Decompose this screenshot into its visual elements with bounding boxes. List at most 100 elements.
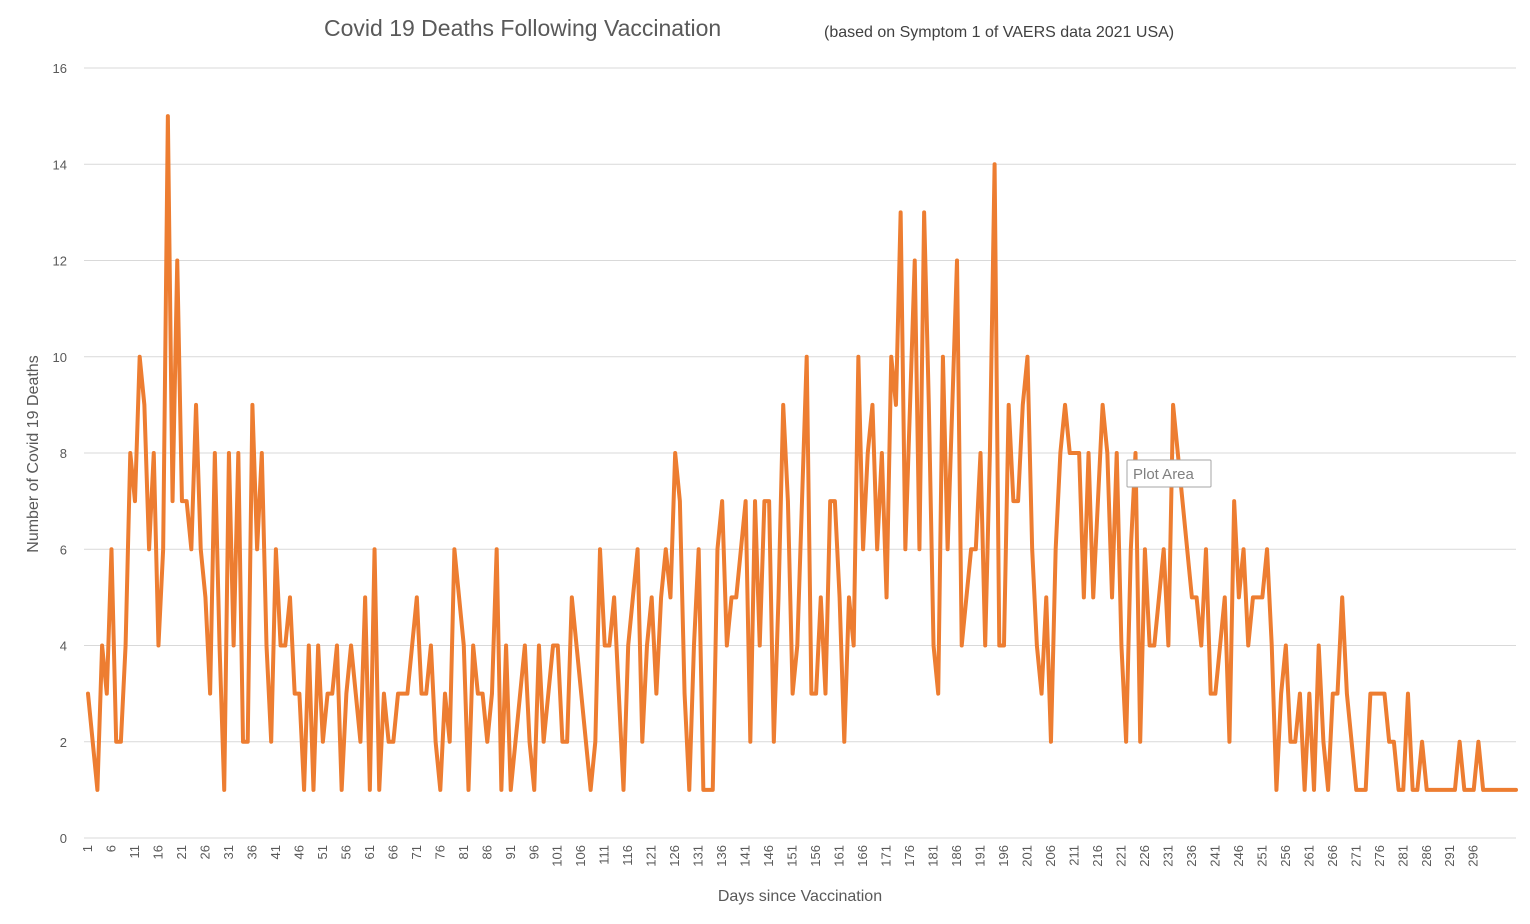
y-tick-label: 14 (53, 157, 67, 172)
x-tick-label: 146 (761, 845, 776, 867)
data-point (326, 693, 329, 695)
data-point (1285, 644, 1287, 647)
data-point (862, 548, 864, 550)
data-point (153, 452, 155, 454)
data-point (139, 356, 141, 358)
data-point (439, 789, 441, 791)
x-tick-label: 216 (1090, 845, 1105, 867)
data-point (627, 644, 629, 647)
data-point (1496, 789, 1498, 791)
x-tick-label: 51 (315, 845, 330, 859)
data-point (665, 548, 667, 550)
x-tick-label: 206 (1043, 845, 1058, 867)
data-point (289, 596, 291, 598)
data-point (538, 644, 540, 647)
data-point (416, 596, 418, 598)
data-point (195, 404, 197, 406)
data-point (406, 693, 409, 695)
data-point (1167, 644, 1169, 647)
data-point (613, 596, 615, 598)
data-point (1158, 596, 1160, 598)
data-point (1149, 644, 1151, 647)
data-point (1008, 404, 1010, 406)
data-point (707, 789, 709, 791)
x-tick-label: 181 (926, 845, 941, 867)
data-point (669, 596, 672, 598)
x-tick-label: 106 (573, 845, 588, 867)
data-point (458, 596, 460, 598)
data-point (777, 596, 780, 598)
data-point (1421, 741, 1423, 743)
data-point (1477, 741, 1480, 743)
data-point (702, 789, 704, 791)
data-point (787, 500, 789, 502)
data-point (1365, 789, 1367, 791)
data-point (1195, 596, 1198, 598)
data-point (373, 548, 376, 550)
data-point (806, 356, 808, 358)
data-point (763, 500, 766, 502)
data-point (871, 404, 874, 406)
data-point (1261, 596, 1263, 598)
data-point (237, 452, 239, 454)
data-point (1247, 644, 1249, 647)
data-point (308, 644, 310, 647)
data-point (1487, 789, 1489, 791)
plot-area-tooltip: Plot Area (1126, 459, 1212, 488)
data-point (294, 693, 296, 695)
data-point (1463, 789, 1465, 791)
x-tick-label: 221 (1113, 845, 1128, 867)
data-point (1491, 789, 1494, 791)
x-tick-label: 196 (996, 845, 1011, 867)
data-point (1318, 644, 1320, 647)
data-point (979, 452, 982, 454)
data-point (580, 693, 582, 695)
data-point (585, 741, 587, 743)
data-point (496, 548, 498, 550)
data-point (989, 452, 991, 454)
x-tick-label: 281 (1395, 845, 1410, 867)
data-point (698, 548, 700, 550)
data-point (500, 789, 502, 791)
data-point (510, 789, 512, 791)
data-point (1379, 693, 1381, 695)
data-point (1299, 693, 1301, 695)
data-point (486, 741, 488, 743)
data-point (1055, 548, 1057, 550)
data-point (1346, 693, 1348, 695)
data-point (590, 789, 592, 791)
data-point (524, 644, 526, 647)
data-point (1139, 741, 1141, 743)
data-point (181, 500, 183, 502)
data-point (1459, 741, 1461, 743)
data-point (186, 500, 188, 502)
x-tick-label: 41 (268, 845, 283, 859)
data-point (1482, 789, 1484, 791)
data-point (411, 644, 413, 647)
data-point (106, 693, 108, 695)
data-point (1233, 500, 1235, 502)
data-point (1360, 789, 1362, 791)
data-point (298, 693, 300, 695)
data-point (345, 693, 347, 695)
data-point (721, 500, 723, 502)
x-tick-label: 96 (526, 845, 541, 859)
data-point (200, 548, 202, 550)
data-point (453, 548, 455, 550)
x-tick-label: 131 (691, 845, 706, 867)
data-point (693, 644, 695, 647)
y-tick-label: 16 (53, 61, 67, 76)
data-point (1473, 789, 1475, 791)
data-point (618, 693, 620, 695)
x-tick-label: 141 (738, 845, 753, 867)
data-point (575, 644, 578, 647)
y-tick-label: 8 (60, 446, 67, 461)
y-tick-label: 0 (60, 831, 67, 846)
data-point (1050, 741, 1052, 743)
data-point (561, 741, 564, 743)
x-tick-label: 86 (479, 845, 494, 859)
data-point (1087, 452, 1090, 454)
data-point (890, 356, 892, 358)
data-point (143, 404, 145, 406)
x-tick-label: 171 (879, 845, 894, 867)
